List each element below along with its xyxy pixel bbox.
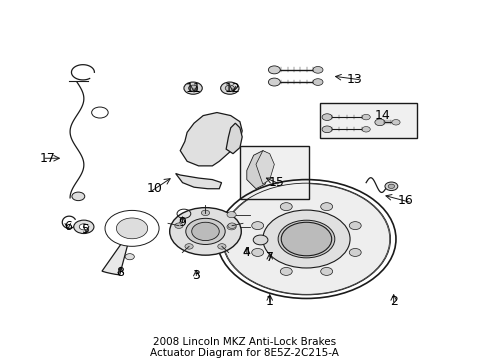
Circle shape — [312, 79, 323, 85]
Circle shape — [278, 220, 334, 258]
Text: 13: 13 — [346, 72, 362, 86]
Circle shape — [201, 210, 209, 216]
Circle shape — [251, 222, 263, 230]
Circle shape — [391, 120, 399, 125]
Text: 5: 5 — [82, 224, 90, 237]
Wedge shape — [102, 228, 132, 275]
Circle shape — [72, 192, 84, 201]
Circle shape — [225, 85, 234, 91]
Circle shape — [226, 212, 236, 218]
Text: 4: 4 — [243, 246, 250, 259]
Text: 3: 3 — [192, 269, 200, 282]
Text: 1: 1 — [265, 295, 273, 308]
Circle shape — [226, 224, 236, 230]
Text: 10: 10 — [147, 182, 163, 195]
Circle shape — [251, 248, 263, 256]
Polygon shape — [225, 123, 242, 154]
Polygon shape — [175, 174, 221, 189]
Circle shape — [125, 254, 134, 260]
Circle shape — [174, 223, 183, 229]
Circle shape — [280, 203, 292, 211]
Circle shape — [253, 235, 267, 245]
Circle shape — [185, 218, 224, 244]
Polygon shape — [180, 113, 242, 166]
Circle shape — [169, 208, 241, 255]
Polygon shape — [246, 150, 271, 189]
Text: 17: 17 — [39, 152, 55, 165]
Circle shape — [268, 66, 280, 74]
Circle shape — [217, 244, 225, 249]
Bar — [320, 103, 416, 139]
Circle shape — [220, 82, 239, 94]
Text: 2008 Lincoln MKZ Anti-Lock Brakes
Actuator Diagram for 8E5Z-2C215-A: 2008 Lincoln MKZ Anti-Lock Brakes Actuat… — [150, 337, 338, 358]
Text: 2: 2 — [389, 295, 397, 308]
Circle shape — [223, 184, 389, 294]
Circle shape — [348, 248, 361, 256]
Circle shape — [348, 222, 361, 230]
Text: 15: 15 — [268, 176, 284, 189]
Bar — [240, 146, 308, 199]
Circle shape — [320, 203, 332, 211]
Circle shape — [280, 267, 292, 275]
Circle shape — [188, 85, 197, 91]
Text: 8: 8 — [116, 266, 124, 279]
Circle shape — [312, 67, 323, 73]
Circle shape — [387, 184, 394, 188]
Circle shape — [184, 244, 193, 249]
Text: 14: 14 — [373, 109, 389, 122]
Circle shape — [322, 126, 331, 132]
Circle shape — [116, 218, 147, 239]
Circle shape — [79, 224, 88, 230]
Circle shape — [227, 223, 236, 229]
Circle shape — [361, 127, 369, 132]
Circle shape — [263, 210, 349, 268]
Text: 11: 11 — [186, 82, 202, 95]
Text: 9: 9 — [178, 216, 186, 229]
Circle shape — [268, 78, 280, 86]
Text: 16: 16 — [396, 194, 412, 207]
Polygon shape — [255, 150, 274, 184]
Circle shape — [74, 220, 94, 234]
Circle shape — [374, 119, 384, 126]
Text: 12: 12 — [224, 82, 241, 95]
Circle shape — [281, 222, 331, 256]
Circle shape — [183, 82, 202, 94]
Circle shape — [361, 114, 369, 120]
Text: 7: 7 — [265, 251, 273, 264]
Circle shape — [105, 210, 159, 246]
Circle shape — [320, 267, 332, 275]
Circle shape — [322, 114, 331, 121]
Circle shape — [384, 182, 397, 190]
Text: 6: 6 — [64, 220, 72, 233]
Circle shape — [191, 222, 219, 240]
